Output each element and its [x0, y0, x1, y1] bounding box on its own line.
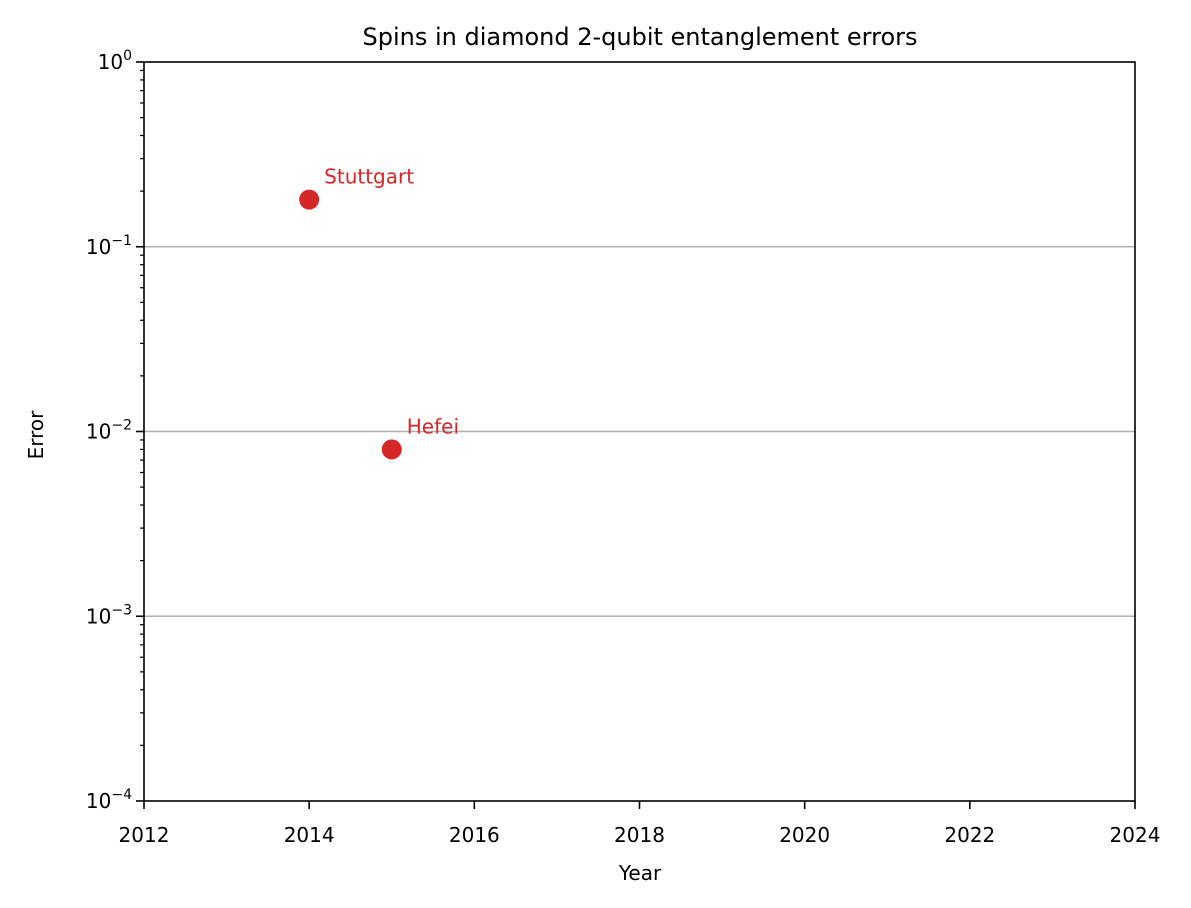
y-axis-label: Error — [24, 410, 48, 460]
x-tick-label: 2022 — [944, 823, 995, 847]
chart-title: Spins in diamond 2-qubit entanglement er… — [362, 23, 917, 51]
major-ticks — [136, 61, 1136, 809]
y-tick-label: 100 — [98, 48, 132, 74]
y-tick-label: 10−2 — [86, 418, 132, 444]
data-points — [299, 189, 402, 460]
grid-lines — [144, 245, 1135, 618]
plot-frame — [143, 61, 1136, 802]
y-tick-exponent: −1 — [111, 233, 132, 249]
point-label: Hefei — [407, 414, 459, 438]
y-tick-base: 10 — [86, 789, 111, 813]
y-tick-exponent: −4 — [111, 787, 132, 803]
y-tick-label: 10−1 — [86, 233, 132, 259]
x-tick-labels: 2012 2014 2016 2018 2020 2022 2024 — [119, 823, 1161, 847]
point-annotations: Stuttgart Hefei — [324, 165, 459, 439]
x-tick-label: 2024 — [1110, 823, 1161, 847]
y-tick-base: 10 — [86, 235, 111, 259]
y-tick-label: 10−3 — [86, 602, 132, 628]
y-tick-exponent: −3 — [111, 602, 132, 618]
y-tick-label: 10−4 — [86, 787, 132, 813]
point-label: Stuttgart — [324, 165, 414, 189]
x-tick-label: 2016 — [449, 823, 500, 847]
x-tick-label: 2020 — [779, 823, 830, 847]
x-tick-label: 2018 — [614, 823, 665, 847]
y-tick-base: 10 — [98, 50, 123, 74]
x-axis-label: Year — [618, 861, 662, 885]
data-point — [381, 439, 402, 460]
x-tick-label: 2012 — [119, 823, 170, 847]
y-tick-base: 10 — [86, 420, 111, 444]
x-tick-label: 2014 — [284, 823, 335, 847]
data-point — [299, 189, 320, 210]
y-tick-exponent: 0 — [123, 48, 132, 64]
y-tick-base: 10 — [86, 604, 111, 628]
y-tick-exponent: −2 — [111, 418, 132, 434]
